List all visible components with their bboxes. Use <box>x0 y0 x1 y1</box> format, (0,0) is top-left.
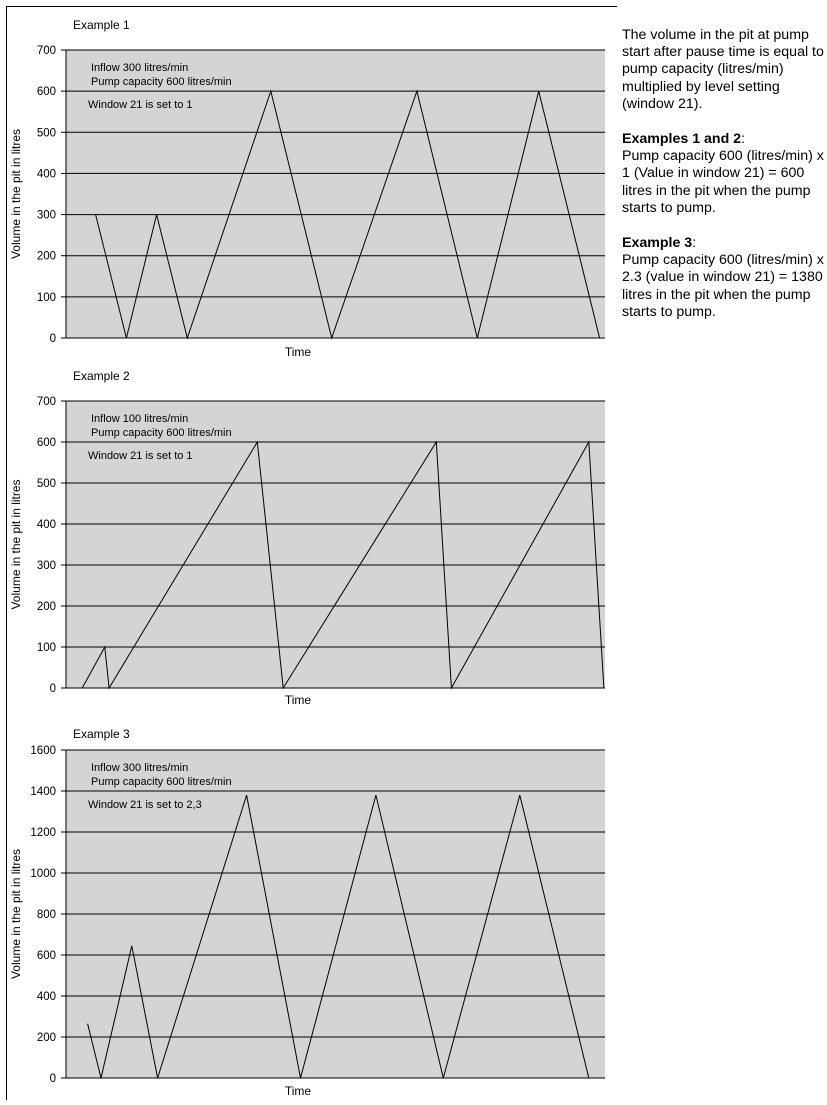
y-tick-label: 700 <box>37 396 56 408</box>
chart-example-2: 0 100 200 300 400 500 600 700 Example 2 Time Volum… <box>9 369 605 707</box>
y-axis-label: Volume in the pit in litres <box>9 479 23 609</box>
sidebar-intro: The volume in the pit at pump start afte… <box>622 27 824 112</box>
y-tick-label: 1600 <box>30 745 56 757</box>
y-tick-label: 200 <box>37 251 56 263</box>
chart-title: Example 3 <box>73 727 130 741</box>
y-tick-label: 200 <box>37 601 56 613</box>
y-tick-label: 100 <box>37 642 56 654</box>
sidebar-block-2-text: Pump capacity 600 (litres/min) x 2.3 (va… <box>622 252 824 320</box>
chart-title: Example 1 <box>73 18 130 32</box>
chart-example-1: 0 100 200 300 400 500 600 700 Example 1 Time Volum… <box>9 18 605 359</box>
chart-annotation: Inflow 300 litres/min <box>91 762 188 774</box>
y-tick-label: 500 <box>37 127 56 139</box>
y-tick-label: 400 <box>37 519 56 531</box>
x-axis-label: Time <box>285 345 312 359</box>
y-axis-label: Volume in the pit in litres <box>9 129 23 259</box>
x-axis-label: Time <box>285 1084 312 1098</box>
chart-annotation: Window 21 is set to 1 <box>88 99 193 111</box>
chart-annotation: Pump capacity 600 litres/min <box>91 76 232 88</box>
y-tick-label: 400 <box>37 991 56 1003</box>
plot-background <box>66 50 605 338</box>
sidebar-block-1: Examples 1 and 2: Pump capacity 600 (lit… <box>622 131 824 217</box>
plot-background <box>66 401 605 688</box>
x-axis-label: Time <box>285 693 312 707</box>
chart-annotation: Pump capacity 600 litres/min <box>91 776 232 788</box>
chart-annotation: Inflow 300 litres/min <box>91 62 188 74</box>
y-tick-label: 300 <box>37 560 56 572</box>
chart-annotation: Pump capacity 600 litres/min <box>91 427 232 439</box>
y-tick-label: 1000 <box>30 868 56 880</box>
y-tick-label: 800 <box>37 909 56 921</box>
series-line <box>87 794 590 1079</box>
series-line <box>81 440 605 690</box>
chart-title: Example 2 <box>73 369 130 383</box>
sidebar-block-1-heading: Examples 1 and 2: <box>622 131 746 148</box>
y-tick-label: 0 <box>50 1073 56 1085</box>
chart-annotation: Inflow 100 litres/min <box>91 413 188 425</box>
sidebar-block-2-heading: Example 3: <box>622 235 697 252</box>
y-tick-label: 400 <box>37 168 56 180</box>
y-tick-label: 500 <box>37 478 56 490</box>
chart-annotation: Window 21 is set to 2,3 <box>88 799 202 811</box>
y-tick-label: 0 <box>50 333 56 345</box>
y-tick-label: 600 <box>37 437 56 449</box>
sidebar-text: The volume in the pit at pump start afte… <box>622 27 824 339</box>
y-axis-label: Volume in the pit in litres <box>9 849 23 979</box>
figure-frame <box>6 6 617 1100</box>
sidebar-block-2: Example 3: Pump capacity 600 (litres/min… <box>622 235 824 321</box>
chart-example-3: 0 200 400 600 800 1000 1200 1400 1600 Example 3 Ti… <box>9 727 605 1098</box>
y-tick-label: 600 <box>37 950 56 962</box>
y-tick-label: 100 <box>37 292 56 304</box>
y-tick-label: 300 <box>37 210 56 222</box>
y-tick-label: 1200 <box>30 827 56 839</box>
series-line <box>95 89 601 340</box>
y-tick-label: 200 <box>37 1032 56 1044</box>
sidebar-block-1-text: Pump capacity 600 (litres/min) x 1 (Valu… <box>622 148 824 216</box>
y-tick-label: 600 <box>37 86 56 98</box>
y-tick-label: 1400 <box>30 786 56 798</box>
chart-annotation: Window 21 is set to 1 <box>88 450 193 462</box>
y-tick-label: 700 <box>37 45 56 57</box>
y-tick-label: 0 <box>50 683 56 695</box>
